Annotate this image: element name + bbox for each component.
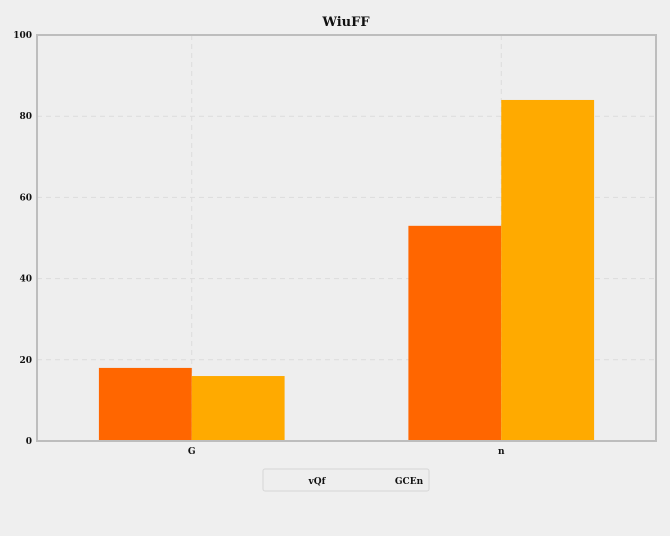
- bar-GCEn-n: [501, 99, 595, 442]
- legend-entry-GCEn: GCEn: [395, 477, 424, 487]
- legend: vQf GCEn: [262, 468, 430, 492]
- bar-vQf-n: [408, 225, 502, 441]
- bar-GCEn-G: [191, 376, 285, 441]
- bar-vQf-G: [98, 367, 192, 441]
- legend-box: [262, 468, 430, 492]
- y-tick-label: 80: [19, 112, 32, 122]
- y-tick-label: 100: [13, 31, 32, 41]
- y-axis-ticks: 0 20 40 60 80 100: [13, 31, 32, 447]
- y-tick-label: 60: [19, 193, 32, 203]
- y-tick-label: 20: [19, 356, 32, 366]
- chart-title: WiuFF: [321, 15, 370, 30]
- x-tick-label: n: [498, 447, 505, 457]
- plot-frame: [36, 34, 657, 442]
- legend-entry-vQf: vQf: [308, 477, 327, 487]
- y-tick-label: 40: [19, 275, 32, 285]
- y-tick-label: 0: [26, 437, 32, 447]
- bars: [98, 99, 595, 442]
- x-tick-label: G: [188, 447, 196, 457]
